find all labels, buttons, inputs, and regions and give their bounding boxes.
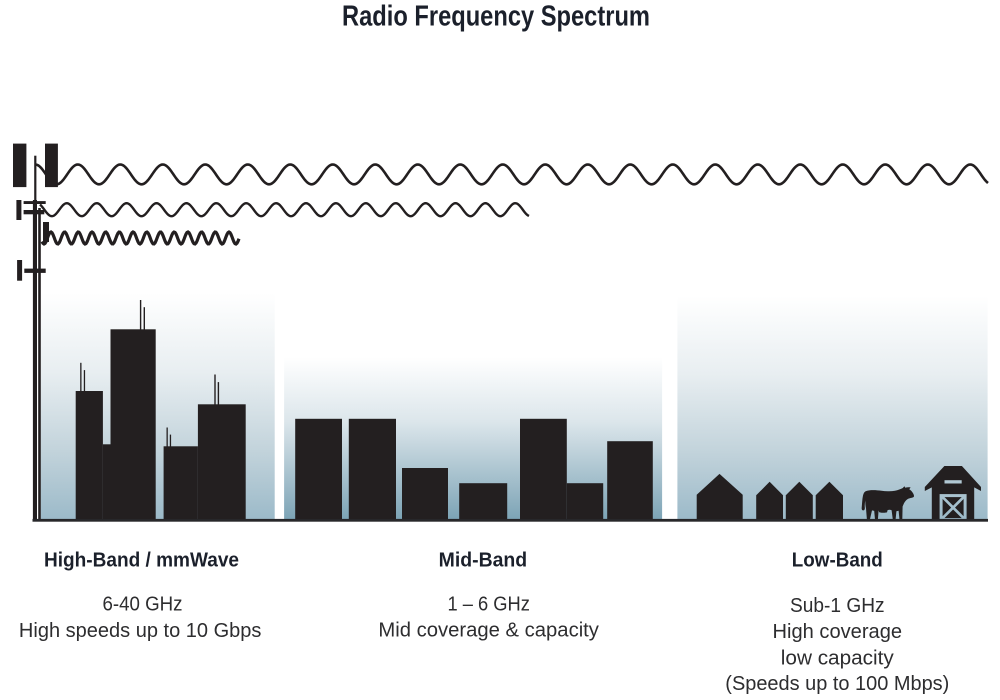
svg-text:6-40 GHz: 6-40 GHz: [103, 594, 183, 616]
svg-text:High speeds up to 10 Gbps: High speeds up to 10 Gbps: [19, 620, 262, 642]
svg-text:Mid-Band: Mid-Band: [439, 550, 528, 572]
svg-text:Low-Band: Low-Band: [792, 550, 883, 572]
svg-text:Mid coverage & capacity: Mid coverage & capacity: [378, 620, 599, 642]
svg-text:low capacity: low capacity: [781, 647, 894, 669]
svg-text:(Speeds up to 100 Mbps): (Speeds up to 100 Mbps): [725, 673, 949, 695]
svg-text:High coverage: High coverage: [773, 621, 903, 643]
svg-text:Radio Frequency Spectrum: Radio Frequency Spectrum: [342, 1, 650, 33]
svg-text:High-Band / mmWave: High-Band / mmWave: [44, 550, 239, 572]
svg-text:Sub-1 GHz: Sub-1 GHz: [790, 595, 885, 617]
svg-text:1 – 6 GHz: 1 – 6 GHz: [448, 594, 530, 616]
